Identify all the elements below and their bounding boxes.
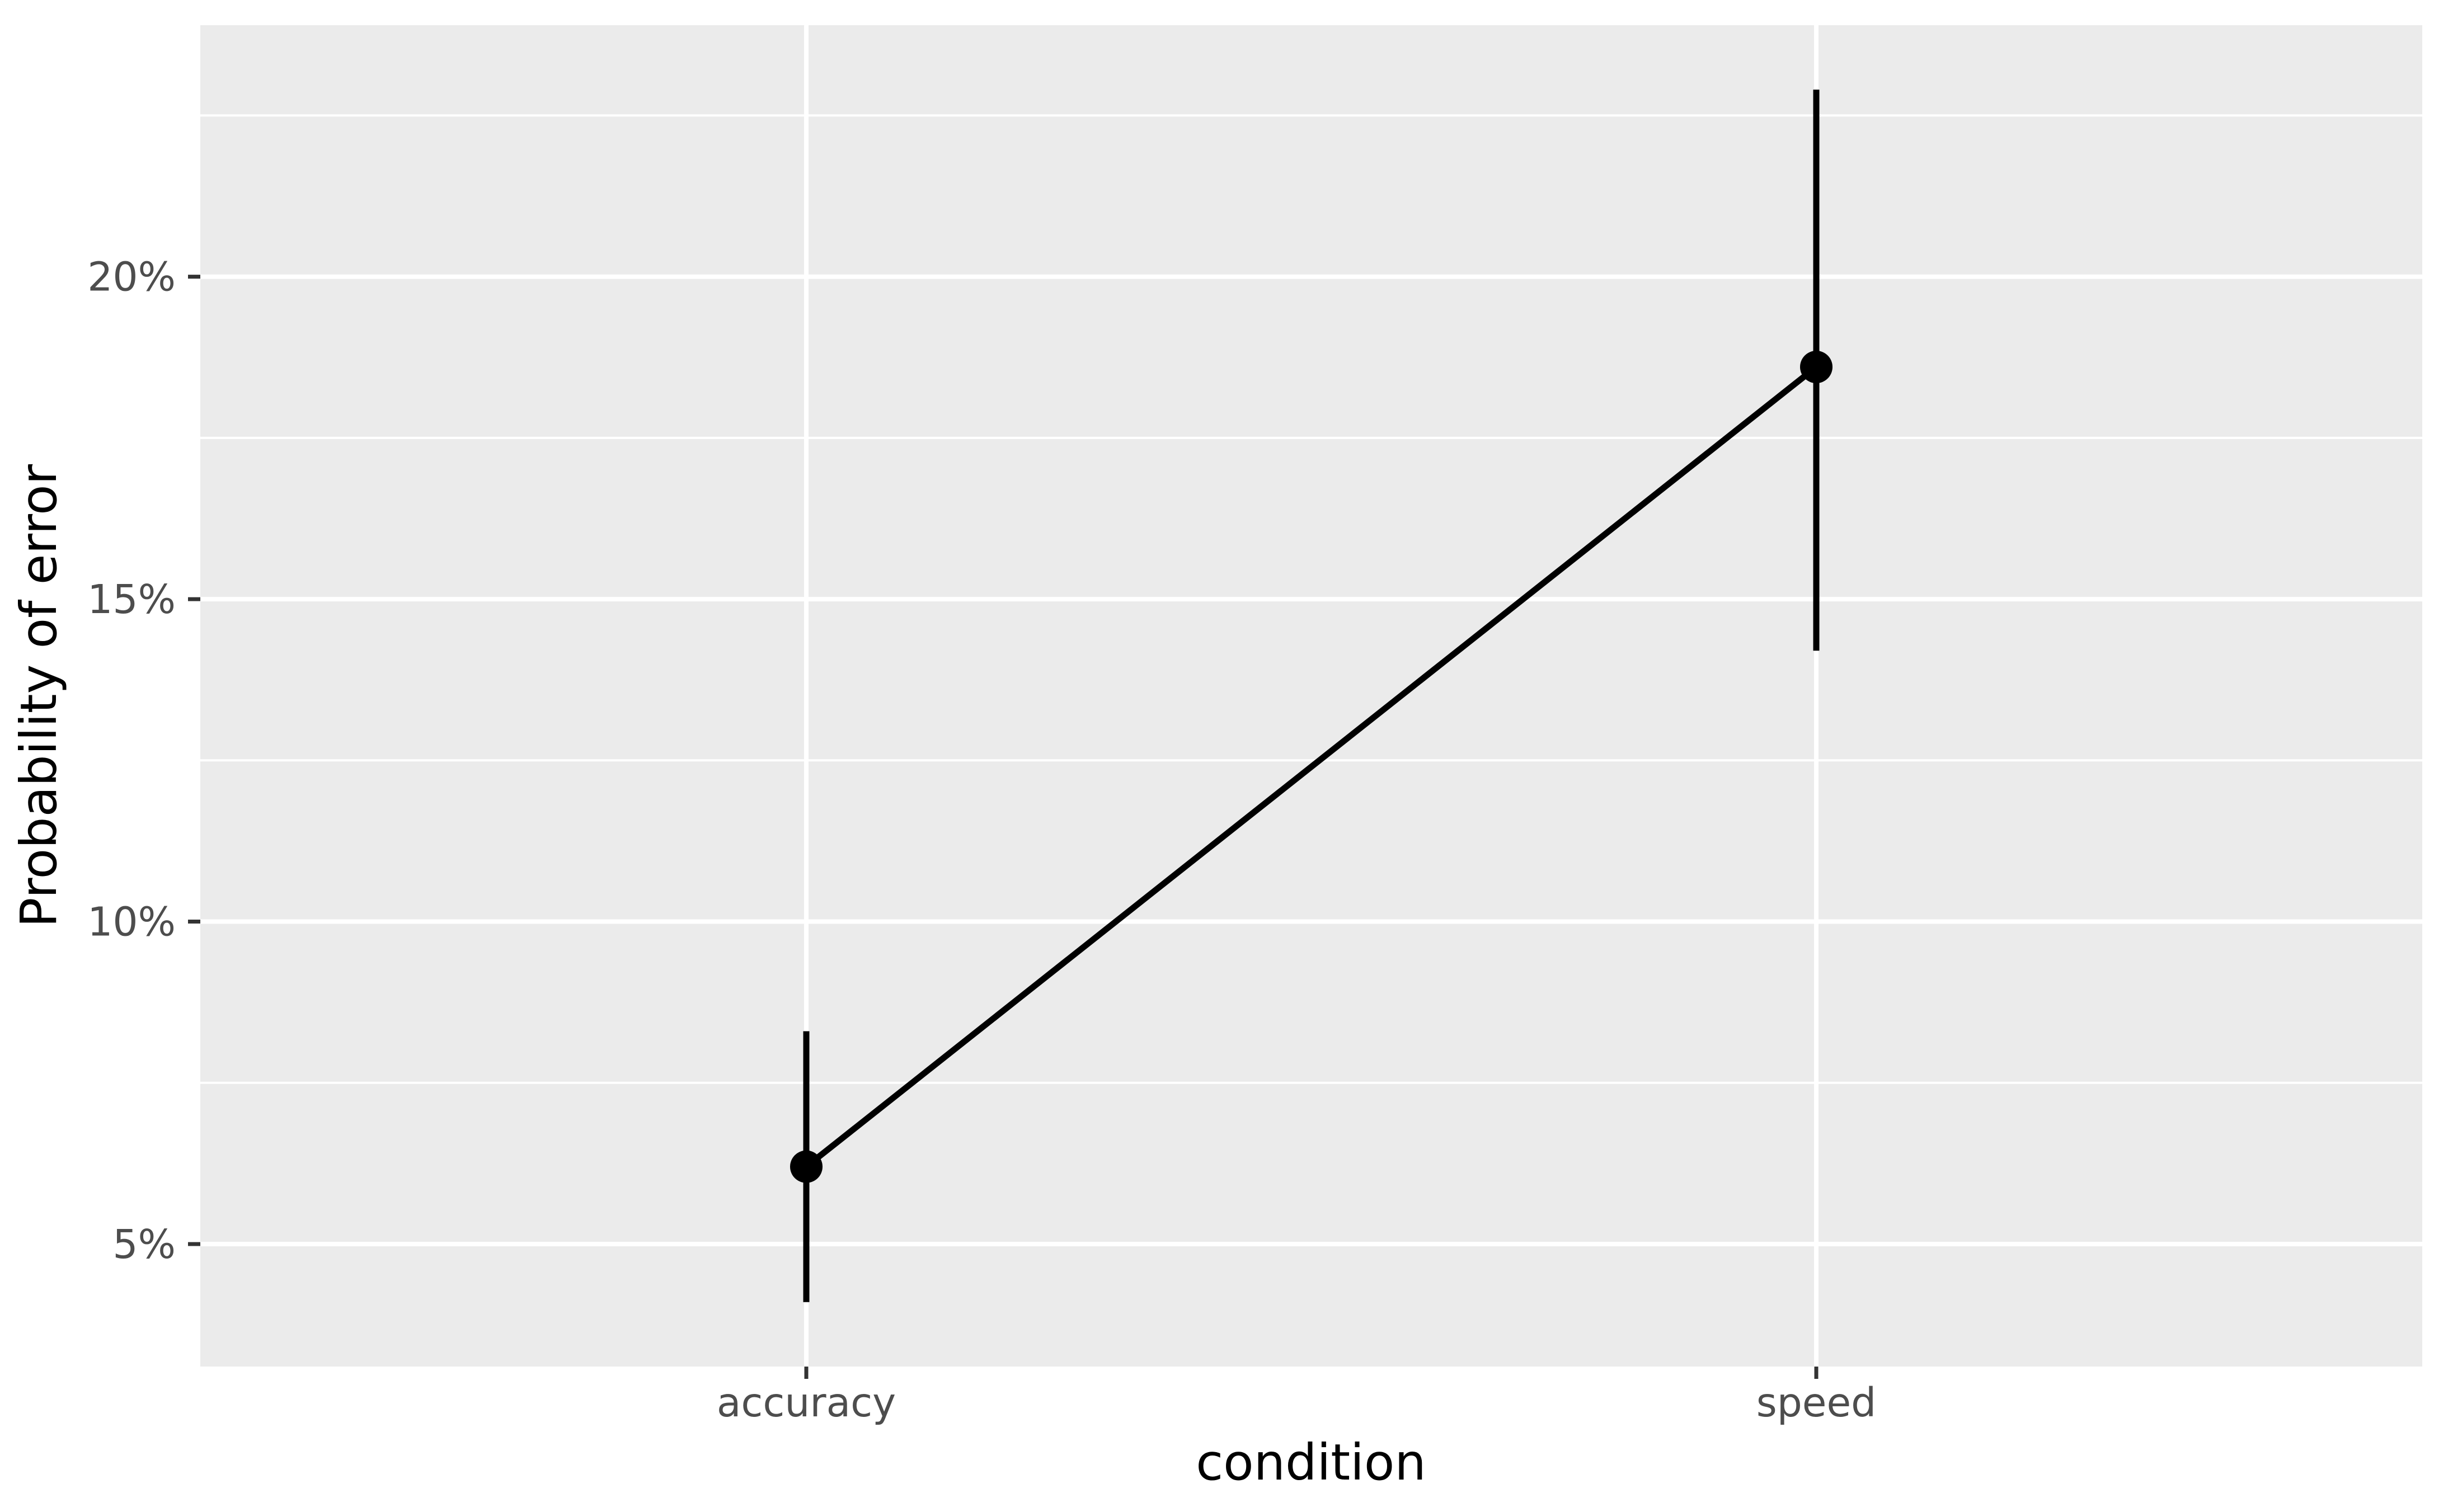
x-tick-label: accuracy [717,1379,896,1426]
x-axis-title: condition [1196,1433,1426,1491]
y-tick-label: 10% [87,899,176,945]
minor-gridlines [200,114,2422,1084]
data-point-speed [1800,351,1833,384]
y-tick-label: 20% [87,254,176,300]
trend-line [804,364,1819,1169]
axis-tick-marks [188,275,1819,1379]
y-axis-title: Probability of error [10,464,68,927]
y-tick-label: 15% [87,576,176,623]
x-tick-label: speed [1756,1379,1877,1426]
data-layer [790,90,1833,1302]
y-tick-label: 5% [112,1221,176,1268]
data-point-accuracy [790,1150,823,1183]
x-axis-tick-labels: accuracy speed [717,1379,1876,1426]
plot-panel [200,25,2422,1367]
y-axis-tick-labels: 20% 15% 10% 5% [87,254,176,1268]
